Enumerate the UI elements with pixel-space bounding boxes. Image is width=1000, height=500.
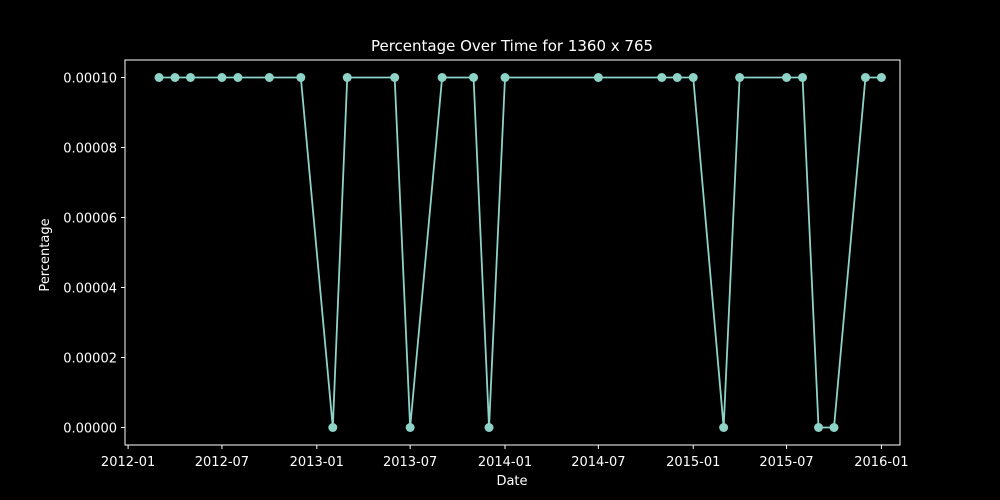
y-tick-label: 0.00002 <box>63 352 117 367</box>
data-point <box>798 73 808 82</box>
x-axis-label: Date <box>496 474 527 489</box>
series-line <box>159 76 882 429</box>
data-point <box>154 73 164 82</box>
data-point <box>296 73 306 82</box>
y-axis-label: Percentage <box>38 218 53 291</box>
x-tick-label: 2013-01 <box>290 455 344 470</box>
chart-title: Percentage Over Time for 1360 x 765 <box>371 37 653 55</box>
x-tick-label: 2016-01 <box>854 455 908 470</box>
y-tick-label: 0.00008 <box>63 142 117 157</box>
data-point <box>484 423 494 432</box>
data-point <box>469 73 479 82</box>
data-point <box>688 73 698 82</box>
data-point <box>657 73 667 82</box>
data-point <box>860 73 870 82</box>
y-tick-label: 0.00000 <box>63 422 117 437</box>
data-point <box>500 73 510 82</box>
x-axis-ticks: 2012-01 2012-07 2013-01 2013-07 2014-01 2014-… <box>101 445 909 470</box>
data-point <box>342 73 352 82</box>
data-point <box>735 73 745 82</box>
data-point <box>672 73 682 82</box>
data-point <box>170 73 180 82</box>
data-point <box>185 73 195 82</box>
data-point <box>233 73 243 82</box>
data-point <box>814 423 824 432</box>
data-point <box>217 73 227 82</box>
x-tick-label: 2013-07 <box>383 455 437 470</box>
x-tick-label: 2015-07 <box>759 455 813 470</box>
data-point <box>437 73 447 82</box>
y-tick-label: 0.00004 <box>63 282 117 297</box>
data-point <box>593 73 603 82</box>
data-point <box>264 73 274 82</box>
data-point <box>328 423 338 432</box>
data-point <box>782 73 792 82</box>
data-point <box>719 423 729 432</box>
data-point <box>390 73 400 82</box>
data-point <box>876 73 886 82</box>
data-point <box>829 423 839 432</box>
data-point <box>405 423 415 432</box>
x-tick-label: 2014-01 <box>478 455 532 470</box>
y-axis-ticks: 0.00000 0.00002 0.00004 0.00006 0.00008 0.000… <box>63 72 125 437</box>
x-tick-label: 2015-01 <box>666 455 720 470</box>
y-tick-label: 0.00010 <box>63 72 117 87</box>
plot-frame <box>124 59 901 446</box>
x-tick-label: 2012-07 <box>195 455 249 470</box>
y-tick-label: 0.00006 <box>63 212 117 227</box>
x-tick-label: 2012-01 <box>101 455 155 470</box>
data-series <box>154 73 886 432</box>
x-tick-label: 2014-07 <box>571 455 625 470</box>
